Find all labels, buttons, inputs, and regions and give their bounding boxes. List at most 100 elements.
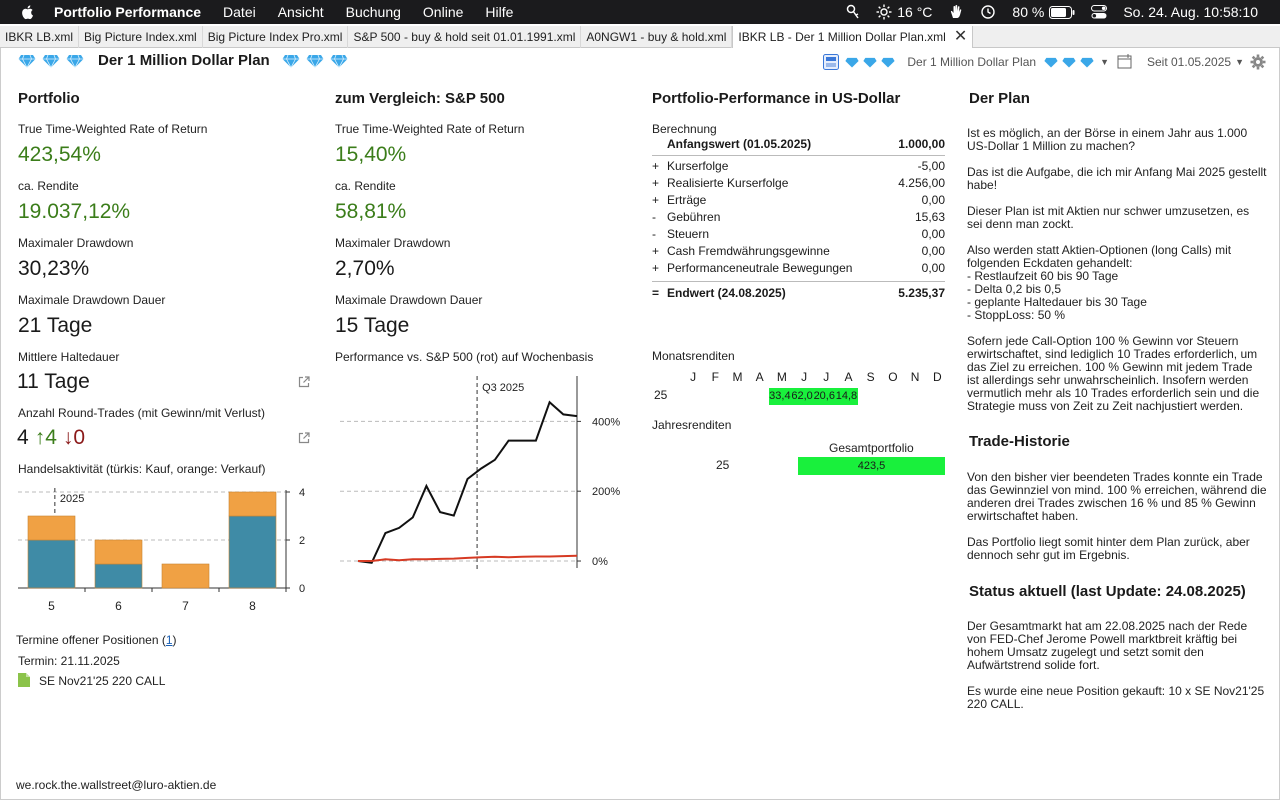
drawdown-value: 30,23% (18, 257, 90, 280)
calc-row: = Endwert (24.08.2025) 5.235,37 (652, 281, 945, 303)
buy-bar (94, 563, 143, 589)
round-trades-label: Anzahl Round-Trades (mit Gewinn/mit Verl… (18, 406, 265, 420)
key-icon[interactable] (846, 4, 860, 20)
dashboard-selector-label[interactable]: Der 1 Million Dollar Plan (907, 55, 1037, 69)
sp-rendite-label: ca. Rendite (335, 179, 396, 193)
sp-ttwror-label: True Time-Weighted Rate of Return (335, 122, 525, 136)
tab-a0ngw1-buy-hold[interactable]: A0NGW1 - buy & hold.xml (581, 26, 733, 48)
yearly-returns-label: Jahresrenditen (652, 418, 732, 432)
comparison-title: zum Vergleich: S&P 500 (335, 90, 505, 107)
termin-position[interactable]: SE Nov21'25 220 CALL (39, 674, 166, 688)
open-positions-text: Termine offener Positionen ( (16, 633, 166, 647)
monthly-cell[interactable]: 14,8 (835, 388, 858, 405)
drawdown-duration-label: Maximale Drawdown Dauer (18, 293, 166, 307)
calc-operator: + (652, 176, 660, 190)
paragraph: Das ist die Aufgabe, die ich mir Anfang … (967, 165, 1267, 192)
app-name-menu[interactable]: Portfolio Performance (54, 4, 202, 20)
paragraph: Sofern jede Call-Option 100 % Gewinn vor… (967, 334, 1260, 413)
gear-icon[interactable] (1250, 54, 1266, 70)
calculation-label: Berechnung (652, 122, 717, 136)
tab-big-picture-index-pro[interactable]: Big Picture Index Pro.xml (203, 26, 349, 48)
x-tick-label: 8 (249, 599, 256, 613)
period-selector[interactable]: Seit 01.05.2025 (1147, 55, 1232, 69)
rendite-label: ca. Rendite (18, 179, 79, 193)
trade-activity-label: Handelsaktivität (türkis: Kauf, orange: … (18, 462, 266, 476)
performance-vs-sp500-chart: 0% 200% 400% Q3 2025 (340, 376, 620, 570)
holding-period-label: Mittlere Haltedauer (18, 350, 120, 364)
y-tick-label: 200% (592, 486, 620, 498)
chevron-down-icon[interactable]: ▼ (1100, 57, 1109, 67)
calc-operator: + (652, 193, 660, 207)
gem-icon (1062, 57, 1076, 68)
calculation-table: Anfangswert (01.05.2025) 1.000,00 + Kurserf… (652, 137, 945, 303)
hand-icon[interactable] (948, 4, 964, 20)
apple-icon[interactable] (20, 4, 36, 20)
sell-bar (94, 539, 143, 565)
ttwror-value: 423,54% (18, 143, 101, 166)
weather-widget[interactable]: 16 °C (876, 4, 932, 20)
yearly-year: 25 (716, 458, 730, 472)
document-icon (18, 673, 30, 687)
performance-usd-title: Portfolio-Performance in US-Dollar (652, 90, 901, 107)
drawdown-duration-value: 21 Tage (18, 314, 93, 337)
plan-title: Der Plan (969, 90, 1030, 107)
x-tick-label: 5 (48, 599, 55, 613)
monthly-cell[interactable]: 20,6 (813, 388, 836, 405)
new-column-icon[interactable] (1117, 54, 1133, 70)
tab-ibkr-lb[interactable]: IBKR LB.xml (0, 26, 80, 48)
menu-datei[interactable]: Datei (223, 4, 256, 20)
month-header: S (866, 370, 875, 384)
paragraph: Der Gesamtmarkt hat am 22.08.2025 nach d… (967, 619, 1248, 672)
calc-operator: + (652, 261, 660, 275)
external-link-icon[interactable] (298, 376, 310, 388)
calc-name: Realisierte Kurserfolge (667, 176, 789, 190)
weather-temp: 16 °C (897, 4, 933, 20)
menu-hilfe[interactable]: Hilfe (485, 4, 514, 20)
battery-widget[interactable]: 80 % (1012, 4, 1075, 20)
calc-name: Gebühren (667, 210, 721, 224)
menu-buchung[interactable]: Buchung (345, 4, 401, 20)
battery-percent: 80 % (1012, 4, 1045, 20)
calc-value: 15,63 (914, 210, 945, 224)
menu-online[interactable]: Online (422, 4, 464, 20)
menubar-clock[interactable]: So. 24. Aug. 10:58:10 (1123, 4, 1258, 20)
monthly-cell[interactable]: 33,4 (768, 388, 791, 405)
calc-operator: = (652, 286, 660, 300)
tab-big-picture-index[interactable]: Big Picture Index.xml (79, 26, 203, 48)
chevron-down-icon[interactable]: ▼ (1235, 57, 1244, 67)
sp-drawdown-value: 2,70% (335, 257, 395, 280)
month-header: M (732, 370, 743, 384)
time-machine-icon[interactable] (980, 4, 996, 20)
calc-row: Anfangswert (01.05.2025) 1.000,00 (652, 137, 945, 156)
month-header: A (755, 370, 764, 384)
sp-drawdown-duration-label: Maximale Drawdown Dauer (335, 293, 483, 307)
calc-operator: - (652, 210, 656, 224)
yearly-cell[interactable]: 423,5 (798, 457, 945, 475)
calc-name: Steuern (667, 227, 710, 241)
dashboard-layout-icon[interactable] (823, 54, 840, 70)
sp-drawdown-duration-value: 15 Tage (335, 314, 410, 337)
calc-value: 0,00 (921, 261, 945, 275)
calc-operator: + (652, 159, 660, 173)
paragraph: Es wurde eine neue Position gekauft: 10 … (967, 684, 1265, 711)
gem-icon (18, 54, 36, 68)
month-header: D (932, 370, 942, 384)
menu-ansicht[interactable]: Ansicht (277, 4, 324, 20)
open-positions-count-link[interactable]: 1 (165, 633, 173, 647)
sell-bar (27, 515, 76, 541)
gem-icon (66, 54, 84, 68)
monthly-returns-label: Monatsrenditen (652, 349, 735, 363)
paragraph: Dieser Plan ist mit Aktien nur schwer um… (967, 204, 1250, 231)
control-center-icon[interactable] (1091, 5, 1108, 19)
tab-active-label: IBKR LB - Der 1 Million Dollar Plan.xml (738, 30, 946, 44)
monthly-cell[interactable]: 62,0 (791, 388, 814, 405)
y-tick-label: 4 (299, 487, 305, 499)
x-tick-label: 6 (115, 599, 122, 613)
close-tab-icon[interactable]: ✕ (953, 28, 968, 45)
open-positions-close: ) (172, 633, 177, 647)
month-header: J (801, 370, 808, 384)
tab-sp500-buy-hold[interactable]: S&P 500 - buy & hold seit 01.01.1991.xml (348, 26, 582, 48)
tab-million-dollar-plan[interactable]: IBKR LB - Der 1 Million Dollar Plan.xml ✕ (732, 26, 974, 48)
external-link-icon[interactable] (298, 432, 310, 444)
drawdown-label: Maximaler Drawdown (18, 236, 134, 250)
